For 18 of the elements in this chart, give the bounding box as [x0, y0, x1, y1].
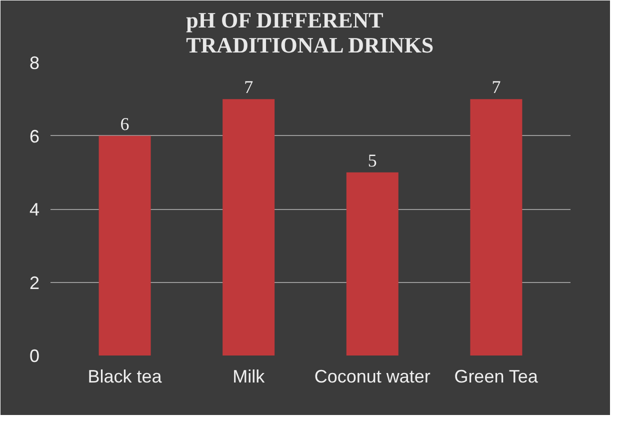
bar	[222, 99, 275, 356]
x-tick-label: Green Tea	[454, 366, 539, 386]
bar	[470, 99, 522, 356]
y-tick-label: 6	[29, 126, 40, 146]
x-tick-label: Milk	[232, 366, 266, 386]
y-tick-label: 8	[29, 53, 40, 73]
y-tick-label: 2	[29, 272, 40, 293]
y-tick-label: 0	[29, 346, 40, 366]
x-tick-label: Black tea	[88, 366, 163, 386]
x-tick-label: Coconut water	[314, 366, 430, 386]
data-label: 7	[492, 77, 501, 98]
data-label: 5	[368, 150, 377, 170]
data-label: 7	[244, 77, 254, 98]
bar	[346, 172, 398, 356]
y-tick-label: 4	[29, 200, 40, 220]
bar	[98, 136, 151, 356]
chart-title: pH OF DIFFERENT TRADITIONAL DRINKS	[186, 8, 434, 58]
data-label: 6	[120, 114, 130, 134]
